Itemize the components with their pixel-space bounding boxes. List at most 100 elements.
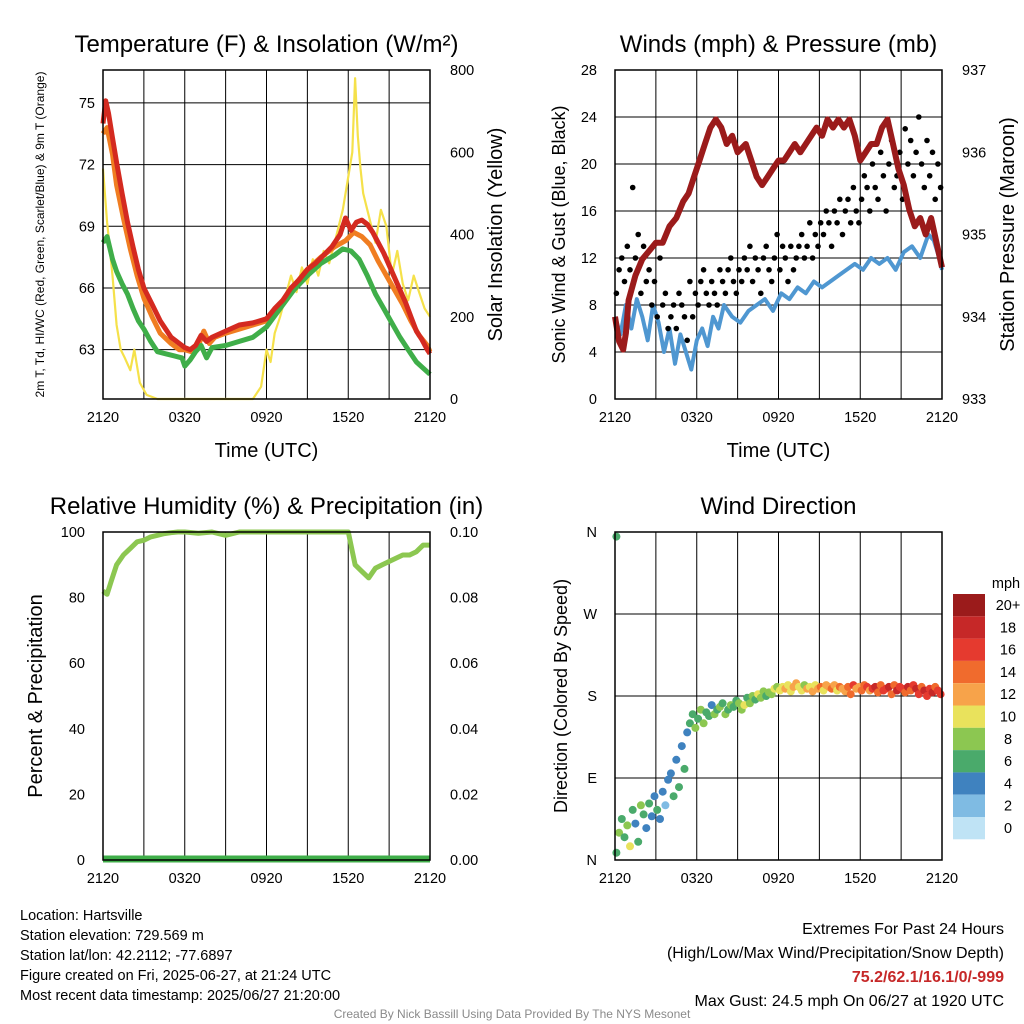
x-tick-label: 0320 bbox=[169, 871, 201, 887]
gust-point bbox=[834, 220, 840, 226]
y-tick-label: 0 bbox=[589, 392, 597, 408]
gust-point bbox=[692, 290, 699, 297]
gust-point bbox=[621, 278, 628, 285]
direction-point bbox=[642, 824, 651, 833]
gust-point bbox=[842, 208, 849, 214]
gust-point bbox=[725, 267, 731, 273]
plot-frame bbox=[614, 69, 943, 400]
gust-point bbox=[926, 173, 933, 179]
legend-swatch bbox=[953, 638, 985, 661]
gust-point bbox=[891, 184, 898, 191]
y-axis-label: Sonic Wind & Gust (Blue, Black) bbox=[549, 105, 569, 363]
legend-swatch bbox=[953, 772, 985, 795]
x-tick-label: 2120 bbox=[414, 871, 446, 887]
legend-swatch bbox=[953, 616, 985, 639]
credit-text: Created By Nick Bassill Using Data Provi… bbox=[333, 1007, 691, 1021]
gust-point bbox=[771, 255, 778, 261]
gust-point bbox=[804, 243, 810, 250]
direction-point bbox=[639, 810, 648, 819]
direction-point bbox=[631, 819, 640, 828]
legend-label: 0 bbox=[1004, 821, 1012, 837]
plot-frame bbox=[102, 69, 431, 400]
gust-point bbox=[643, 278, 650, 285]
direction-point bbox=[666, 769, 675, 778]
gust-point bbox=[798, 231, 805, 238]
gust-point bbox=[877, 149, 884, 156]
y2-axis-label: Solar Insolation (Yellow) bbox=[485, 128, 507, 342]
gust-point bbox=[913, 149, 919, 156]
y-tick-label: 69 bbox=[79, 219, 95, 235]
gust-point bbox=[935, 161, 941, 167]
y2-tick-label: 0.04 bbox=[450, 722, 478, 738]
gust-point bbox=[695, 302, 701, 308]
gust-point bbox=[698, 278, 704, 285]
direction-point bbox=[620, 833, 629, 842]
y-tick-label: 24 bbox=[581, 110, 597, 126]
gust-point bbox=[700, 267, 707, 273]
gust-point bbox=[657, 255, 663, 261]
gust-point bbox=[864, 184, 870, 191]
gust-point bbox=[733, 290, 740, 297]
plot-frame bbox=[102, 531, 431, 861]
direction-point bbox=[647, 812, 656, 821]
gust-point bbox=[730, 278, 737, 285]
direction-point bbox=[699, 719, 708, 728]
gust-point bbox=[886, 161, 892, 167]
gust-point bbox=[689, 314, 696, 320]
gust-point bbox=[646, 267, 652, 273]
legend-swatch bbox=[953, 705, 985, 728]
gust-point bbox=[649, 302, 655, 308]
y2-tick-label: 936 bbox=[962, 145, 986, 161]
gust-point bbox=[823, 208, 829, 214]
legend-label: 16 bbox=[1000, 643, 1016, 659]
direction-point bbox=[685, 719, 694, 728]
gust-point bbox=[801, 255, 808, 261]
gust-point bbox=[728, 255, 734, 261]
y-axis-label: Percent & Precipitation bbox=[25, 594, 47, 797]
gust-point bbox=[744, 267, 750, 273]
direction-point bbox=[658, 787, 667, 796]
gust-point bbox=[624, 243, 631, 250]
gust-point bbox=[627, 267, 633, 273]
gust-point bbox=[640, 243, 647, 250]
gust-point bbox=[861, 173, 868, 179]
x-tick-label: 2120 bbox=[599, 871, 631, 887]
location-text: Location: Hartsville bbox=[20, 908, 143, 924]
chart-title: Winds (mph) & Pressure (mb) bbox=[620, 31, 937, 58]
y2-tick-label: 0.00 bbox=[450, 853, 478, 869]
y2-tick-label: 600 bbox=[450, 145, 474, 161]
legend-label: 18 bbox=[1000, 620, 1016, 636]
series-line-dew bbox=[100, 234, 432, 377]
gust-point bbox=[747, 243, 753, 250]
direction-point bbox=[617, 815, 626, 823]
y-tick-label: 16 bbox=[581, 204, 597, 220]
gust-point bbox=[717, 267, 723, 273]
legend-swatch bbox=[953, 750, 985, 773]
gust-point bbox=[758, 290, 764, 297]
gust-point bbox=[738, 278, 745, 285]
station-info: Location: Hartsville Station elevation: … bbox=[20, 906, 340, 1006]
chart-title: Temperature (F) & Insolation (W/m²) bbox=[74, 31, 458, 58]
elevation-text: Station elevation: 729.569 m bbox=[20, 928, 204, 944]
y-tick-label: 20 bbox=[581, 157, 597, 173]
x-axis-label: Time (UTC) bbox=[727, 440, 831, 462]
gust-point bbox=[872, 184, 878, 191]
direction-point bbox=[656, 815, 664, 823]
direction-point bbox=[936, 690, 945, 699]
legend-swatch bbox=[953, 794, 985, 817]
series-line-wind bbox=[613, 232, 944, 372]
gust-point bbox=[638, 290, 644, 297]
gust-point bbox=[714, 302, 720, 308]
gust-point bbox=[839, 231, 846, 238]
gust-point bbox=[632, 255, 639, 261]
gust-point bbox=[673, 325, 680, 332]
gust-point bbox=[831, 208, 838, 214]
created-text: Figure created on Fri, 2025-06-27, at 21… bbox=[20, 968, 332, 984]
x-tick-label: 0920 bbox=[762, 871, 794, 887]
gust-point bbox=[722, 290, 729, 297]
plot-frame bbox=[614, 531, 943, 861]
y-tick-label: 60 bbox=[69, 656, 85, 672]
gust-point bbox=[902, 126, 908, 132]
gust-point bbox=[719, 278, 726, 285]
